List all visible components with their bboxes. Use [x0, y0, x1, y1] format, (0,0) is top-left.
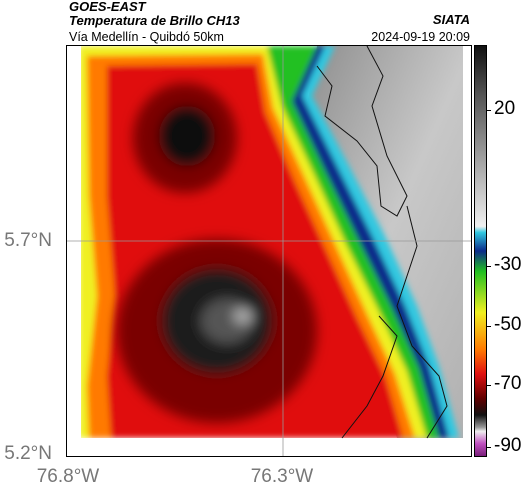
border-line [316, 46, 408, 217]
colorbar-tick [486, 385, 491, 386]
lon-label-76-3: 76.3°W [250, 466, 314, 487]
colorbar-label-20: 20 [494, 98, 516, 119]
colorbar-tick [486, 447, 491, 448]
colorbar-label-minus50: -50 [494, 314, 522, 335]
colorbar-tick [486, 326, 491, 327]
colorbar-label-minus70: -70 [494, 373, 522, 394]
colorbar [474, 45, 487, 457]
colorbar-label-minus90: -90 [494, 435, 522, 456]
product-title: Temperatura de Brillo CH13 [69, 13, 240, 28]
route-label: Vía Medellín - Quibdó 50km [69, 30, 224, 44]
lat-label-5-7: 5.7°N [4, 230, 52, 251]
colorbar-tick [486, 110, 491, 111]
colorbar-tick [486, 266, 491, 267]
map-panel[interactable] [66, 45, 472, 457]
satellite-title: GOES-EAST [69, 0, 146, 14]
lon-label-76-8: 76.8°W [36, 466, 100, 487]
brightness-temperature-map [67, 46, 471, 456]
datetime-label: 2024-09-19 20:09 [371, 30, 470, 44]
coastline [396, 205, 448, 439]
colorbar-gradient [475, 46, 486, 456]
colorbar-label-minus30: -30 [494, 254, 522, 275]
river-line [341, 315, 398, 439]
org-label: SIATA [432, 12, 470, 27]
lat-label-5-2: 5.2°N [4, 443, 52, 464]
